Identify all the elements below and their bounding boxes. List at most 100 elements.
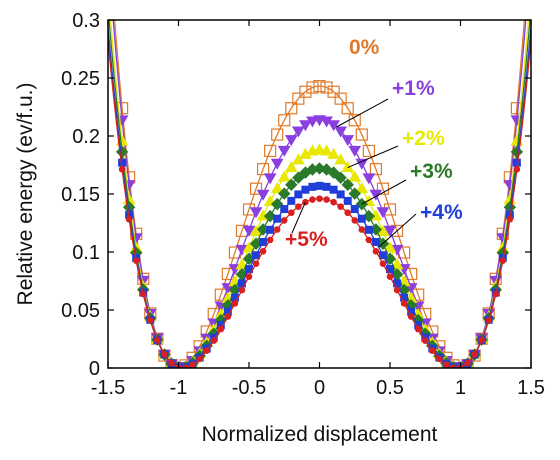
data-point [334,171,347,184]
data-point [270,158,284,170]
data-point [278,114,291,127]
data-point [407,313,415,320]
data-point [485,317,493,324]
data-point [249,182,263,195]
data-point [379,260,387,267]
y-tick-label: 0.1 [72,242,100,264]
data-point [132,257,140,264]
data-point [357,214,366,223]
data-point [320,81,333,94]
data-point [196,355,203,363]
data-point [471,350,478,358]
annotation-leader [336,98,389,128]
data-point [362,209,376,223]
data-point [464,359,471,367]
data-point [256,189,270,201]
data-point [139,290,147,298]
data-point [270,182,284,194]
data-point [376,207,390,219]
annotation-label: +3% [410,160,453,183]
data-point [242,241,256,253]
data-point [306,81,319,94]
data-point [327,120,340,132]
data-point [364,225,373,234]
data-point [337,203,344,210]
data-point [270,197,284,211]
data-point [273,226,281,233]
data-point [125,216,133,223]
data-point [238,286,246,294]
data-point [147,317,154,324]
data-point [287,196,296,205]
data-point [323,196,330,203]
axis-ticks: -1.5 -1 -0.5 0 0.5 1 1.5 0 0.05 0.1 0.15 0.2 0.25 0.3 [61,10,545,399]
data-point [348,187,361,200]
y-tick-label: 0.2 [72,126,100,148]
data-point [249,207,263,219]
data-point [344,209,352,217]
data-point [264,144,277,158]
data-point [443,361,450,368]
y-axis-label: Relative energy (ev/f.u.) [14,83,37,306]
data-point [259,248,267,255]
data-point [365,236,373,244]
data-point [266,236,274,244]
annotation-leader [361,179,407,205]
data-point [292,92,305,105]
data-point [154,336,161,344]
annotation-leader [378,213,417,248]
data-point [288,209,295,217]
data-point [383,225,397,237]
data-point [348,145,362,157]
data-point [252,260,260,267]
data-point [291,126,305,138]
data-point [189,361,196,368]
data-point [257,163,270,176]
data-point [285,102,298,115]
data-point [513,166,521,173]
annotation-label: +4% [420,201,463,224]
x-tick-label: -0.5 [232,377,266,399]
data-point [334,126,348,138]
data-point [308,182,317,191]
data-point [329,185,338,194]
data-point [263,173,277,185]
data-point [313,80,326,93]
data-point [295,203,302,210]
data-point [421,337,429,344]
series-line [113,20,526,368]
data-point [341,178,354,191]
data-point [400,300,408,307]
x-tick-label: 0 [314,377,325,399]
data-point [217,325,225,333]
data-point [362,144,375,158]
data-point [348,170,362,182]
data-point [383,241,397,253]
data-point [299,85,312,98]
data-point [313,143,326,155]
data-point [350,205,359,214]
data-point [378,251,387,260]
data-point [372,248,380,255]
data-point [320,144,333,156]
data-point [302,198,309,206]
x-axis-label: Normalized displacement [202,423,438,446]
plot-frame [107,19,532,369]
data-point [161,350,168,358]
x-tick-label: 1 [455,377,466,399]
data-point [327,85,340,98]
data-point [369,163,382,176]
x-tick-label: 1.5 [517,377,545,399]
data-point [492,290,500,298]
series-line [108,40,531,368]
annotation-label: +2% [402,127,445,150]
annotation-label: 0% [349,36,380,59]
data-point [231,300,239,307]
y-tick-label: 0.3 [72,10,100,32]
data-point [284,135,298,147]
data-point [284,161,298,173]
data-point [436,355,443,363]
data-point [316,195,323,202]
x-tick-label: 0.5 [376,377,404,399]
data-point [355,128,368,141]
